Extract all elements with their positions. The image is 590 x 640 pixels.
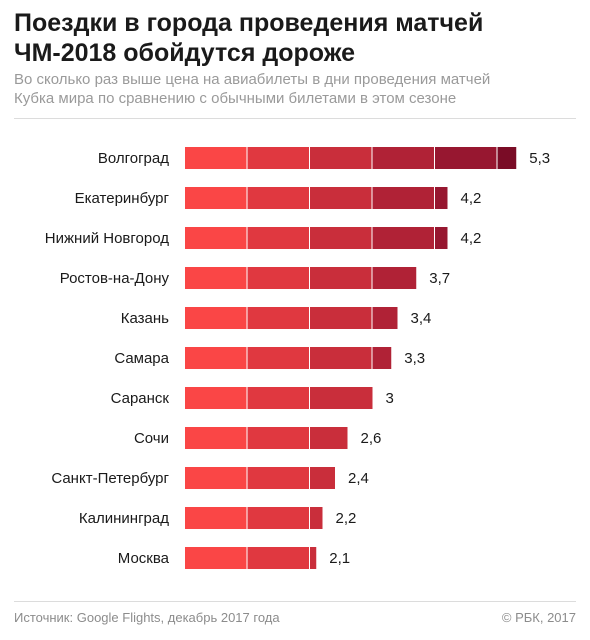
bar-row: Сочи 2,6 bbox=[134, 427, 381, 449]
category-label: Ростов-на-Дону bbox=[60, 270, 170, 287]
bar-segment bbox=[435, 227, 448, 249]
value-label: 3,7 bbox=[429, 270, 450, 287]
value-label: 4,2 bbox=[461, 190, 482, 207]
bar-row: Самара 3,3 bbox=[114, 347, 425, 369]
bar-segment bbox=[247, 507, 309, 529]
bar-segment bbox=[310, 307, 372, 329]
bar-segment bbox=[185, 507, 247, 529]
category-label: Калининград bbox=[79, 510, 169, 527]
value-label: 2,4 bbox=[348, 470, 369, 487]
bar-segment bbox=[185, 347, 247, 369]
bar-segment bbox=[372, 227, 434, 249]
bar-segment bbox=[247, 467, 309, 489]
category-label: Волгоград bbox=[98, 150, 169, 167]
bar-segment bbox=[247, 147, 309, 169]
bar-segment bbox=[247, 187, 309, 209]
header-divider bbox=[14, 118, 576, 119]
category-label: Санкт-Петербург bbox=[51, 470, 169, 487]
bar-segment bbox=[435, 187, 448, 209]
bar-segment bbox=[310, 387, 373, 409]
value-label: 3,4 bbox=[411, 310, 432, 327]
category-label: Самара bbox=[114, 350, 169, 367]
bar-segment bbox=[372, 187, 434, 209]
chart-subtitle: Во сколько раз выше цена на авиабилеты в… bbox=[14, 70, 574, 108]
bar-segment bbox=[247, 547, 309, 569]
bar-row: Калининград 2,2 bbox=[79, 507, 356, 529]
category-label: Саранск bbox=[111, 390, 170, 407]
bar-segment bbox=[372, 267, 417, 289]
value-label: 4,2 bbox=[461, 230, 482, 247]
bar-row: Ростов-на-Дону 3,7 bbox=[60, 267, 450, 289]
bar-segment bbox=[247, 227, 309, 249]
bar-segment bbox=[247, 307, 309, 329]
category-label: Сочи bbox=[134, 430, 169, 447]
value-label: 3,3 bbox=[404, 350, 425, 367]
bar-segment bbox=[497, 147, 517, 169]
bar-segment bbox=[372, 307, 398, 329]
bar-segment bbox=[435, 147, 497, 169]
bar-segment bbox=[185, 267, 247, 289]
chart-title-line-2: ЧМ-2018 обойдутся дороже bbox=[14, 39, 356, 67]
value-label: 2,2 bbox=[336, 510, 357, 527]
chart-title-line-1: Поездки в города проведения матчей bbox=[14, 9, 484, 37]
chart-title: Поездки в города проведения матчей ЧМ-20… bbox=[14, 8, 574, 68]
source-note: Источник: Google Flights, декабрь 2017 г… bbox=[14, 610, 280, 625]
bar-row: Волгоград 5,3 bbox=[98, 147, 550, 169]
bar-segment bbox=[310, 267, 372, 289]
bar-segment bbox=[185, 387, 247, 409]
bar-row: Казань 3,4 bbox=[121, 307, 432, 329]
value-label: 2,1 bbox=[329, 550, 350, 567]
copyright: © РБК, 2017 bbox=[501, 610, 576, 625]
bar-segment bbox=[247, 347, 309, 369]
bar-segment bbox=[185, 187, 247, 209]
category-label: Екатеринбург bbox=[75, 190, 170, 207]
bar-segment bbox=[185, 307, 247, 329]
bar-segment bbox=[185, 547, 247, 569]
category-label: Москва bbox=[118, 550, 170, 567]
bar-segment bbox=[310, 347, 372, 369]
bar-segment bbox=[247, 387, 309, 409]
chart-subtitle-line-2: Кубка мира по сравнению с обычными билет… bbox=[14, 90, 457, 107]
bar-segment bbox=[372, 347, 392, 369]
footer-divider bbox=[14, 601, 576, 602]
bar-segment bbox=[310, 427, 348, 449]
bar-segment bbox=[185, 467, 247, 489]
bar-row: Саранск 3 bbox=[111, 387, 394, 409]
chart-subtitle-line-1: Во сколько раз выше цена на авиабилеты в… bbox=[14, 71, 491, 88]
bar-row: Екатеринбург 4,2 bbox=[75, 187, 482, 209]
bar-segment bbox=[310, 147, 372, 169]
bar-segment bbox=[185, 147, 247, 169]
bar-segment bbox=[247, 427, 309, 449]
category-label: Казань bbox=[121, 310, 169, 327]
bar-segment bbox=[310, 507, 323, 529]
bar-row: Санкт-Петербург 2,4 bbox=[51, 467, 369, 489]
bar-segment bbox=[310, 227, 372, 249]
bar-segment bbox=[185, 227, 247, 249]
bar-segment bbox=[185, 427, 247, 449]
bar-segment bbox=[310, 187, 372, 209]
value-label: 5,3 bbox=[529, 150, 550, 167]
bar-segment bbox=[372, 147, 434, 169]
value-label: 3 bbox=[386, 390, 394, 407]
bar-segment bbox=[247, 267, 309, 289]
value-label: 2,6 bbox=[361, 430, 382, 447]
category-label: Нижний Новгород bbox=[45, 230, 169, 247]
bar-row: Москва 2,1 bbox=[118, 547, 350, 569]
bar-segment bbox=[310, 547, 317, 569]
bar-row: Нижний Новгород 4,2 bbox=[45, 227, 482, 249]
bar-segment bbox=[310, 467, 335, 489]
